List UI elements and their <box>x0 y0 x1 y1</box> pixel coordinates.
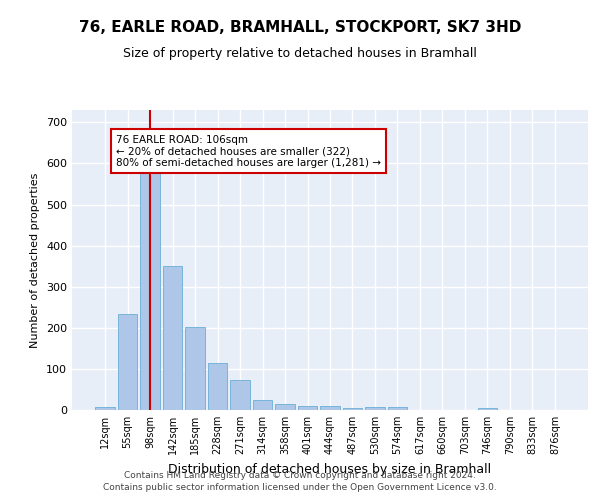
Bar <box>320 406 340 410</box>
Bar <box>275 404 295 410</box>
Text: Size of property relative to detached houses in Bramhall: Size of property relative to detached ho… <box>123 48 477 60</box>
Text: 76 EARLE ROAD: 106sqm
← 20% of detached houses are smaller (322)
80% of semi-det: 76 EARLE ROAD: 106sqm ← 20% of detached … <box>116 134 381 168</box>
Bar <box>140 170 160 410</box>
Text: Contains HM Land Registry data © Crown copyright and database right 2024.: Contains HM Land Registry data © Crown c… <box>124 470 476 480</box>
Bar <box>95 407 115 410</box>
Bar <box>253 400 272 410</box>
Bar <box>388 407 407 410</box>
Bar <box>230 380 250 410</box>
Text: Contains public sector information licensed under the Open Government Licence v3: Contains public sector information licen… <box>103 483 497 492</box>
Bar <box>118 314 137 410</box>
Text: 76, EARLE ROAD, BRAMHALL, STOCKPORT, SK7 3HD: 76, EARLE ROAD, BRAMHALL, STOCKPORT, SK7… <box>79 20 521 35</box>
Bar <box>185 327 205 410</box>
Bar <box>478 408 497 410</box>
Bar <box>365 407 385 410</box>
Bar <box>163 266 182 410</box>
Bar <box>208 362 227 410</box>
Y-axis label: Number of detached properties: Number of detached properties <box>31 172 40 348</box>
Bar <box>298 406 317 410</box>
X-axis label: Distribution of detached houses by size in Bramhall: Distribution of detached houses by size … <box>169 462 491 475</box>
Bar <box>343 408 362 410</box>
